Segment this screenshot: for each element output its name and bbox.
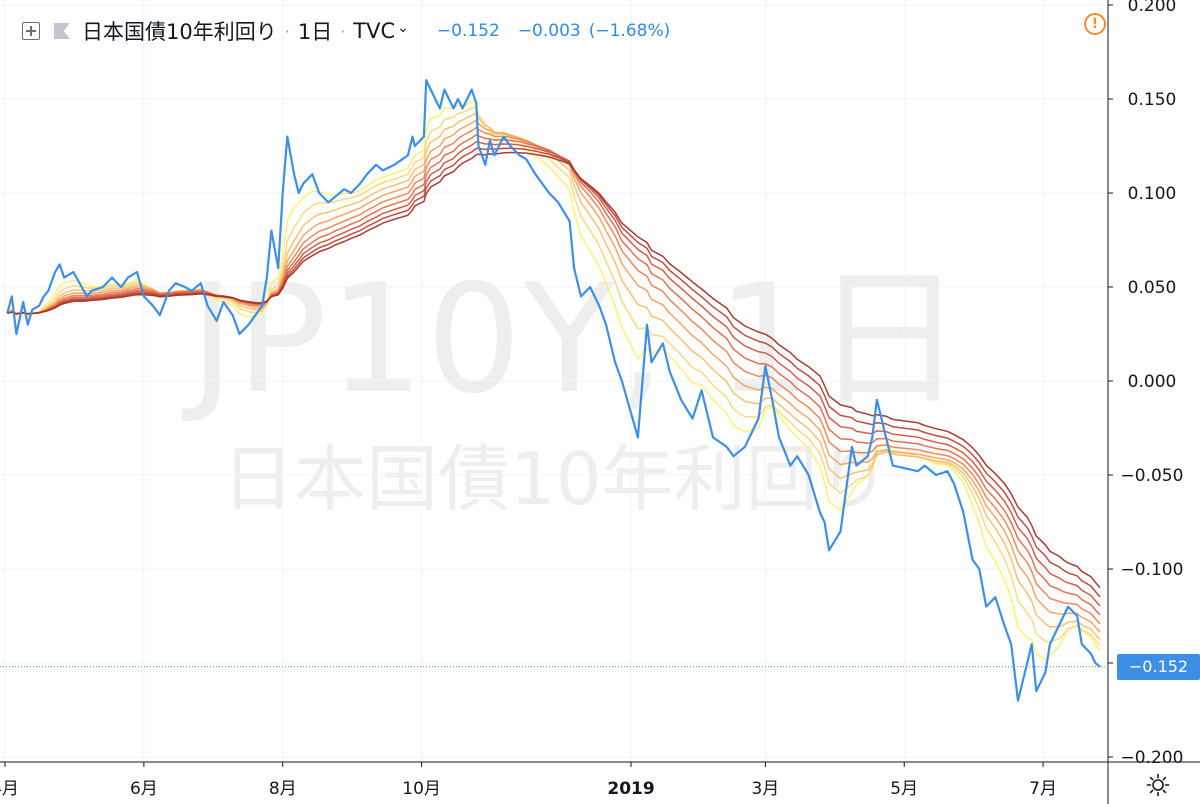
gear-icon[interactable]: [1146, 773, 1170, 797]
ma-ribbon-line: [6, 106, 1101, 646]
y-tick-label: 0.150: [1128, 90, 1177, 110]
ma-ribbon-line: [7, 147, 1101, 598]
x-tick-label: 10月: [402, 779, 441, 799]
y-tick-label: 0.000: [1128, 372, 1177, 392]
x-tick-label: 7月: [1029, 779, 1057, 799]
x-tick-label: 2019: [607, 779, 654, 799]
chevron-down-icon[interactable]: ⌄: [397, 20, 409, 36]
legend-separator: ·: [284, 21, 290, 41]
flag-icon[interactable]: [54, 23, 70, 39]
last-value: −0.152: [436, 21, 500, 41]
ma-ribbon-line: [7, 126, 1101, 625]
source-label[interactable]: TVC: [353, 19, 396, 43]
x-tick-label: 5月: [890, 779, 918, 799]
x-tick-label: 6月: [130, 779, 158, 799]
warning-icon[interactable]: !: [1084, 13, 1106, 35]
legend-separator: ·: [340, 21, 346, 41]
compare-add-icon[interactable]: [22, 22, 40, 40]
last-price-tag: −0.152: [1117, 653, 1200, 680]
price-line: [6, 79, 1101, 702]
x-tick-label: 3月: [751, 779, 779, 799]
ma-ribbon-line: [7, 151, 1101, 589]
ma-ribbon-line: [6, 112, 1101, 640]
change-percent: (−1.68%): [588, 21, 671, 41]
interval-label[interactable]: 1日: [297, 20, 333, 44]
chart-legend: 日本国債10年利回り · 1日 · TVC ⌄ −0.152 −0.003 (−…: [22, 14, 670, 48]
y-tick-label: −0.050: [1121, 466, 1184, 486]
x-tick-label: 8月: [269, 779, 297, 799]
y-tick-label: −0.100: [1121, 560, 1184, 580]
y-tick-label: 0.200: [1128, 0, 1177, 16]
y-tick-label: −0.200: [1121, 748, 1184, 768]
ma-ribbon-line: [7, 134, 1101, 616]
y-tick-label: 0.100: [1128, 184, 1177, 204]
x-tick-label: 4月: [0, 779, 19, 799]
change-value: −0.003: [517, 21, 581, 41]
symbol-name[interactable]: 日本国債10年利回り: [82, 20, 277, 44]
watermark-description: 日本国債10年利回り: [222, 437, 890, 521]
ma-ribbon-line: [7, 141, 1101, 607]
y-tick-label: 0.050: [1128, 278, 1177, 298]
